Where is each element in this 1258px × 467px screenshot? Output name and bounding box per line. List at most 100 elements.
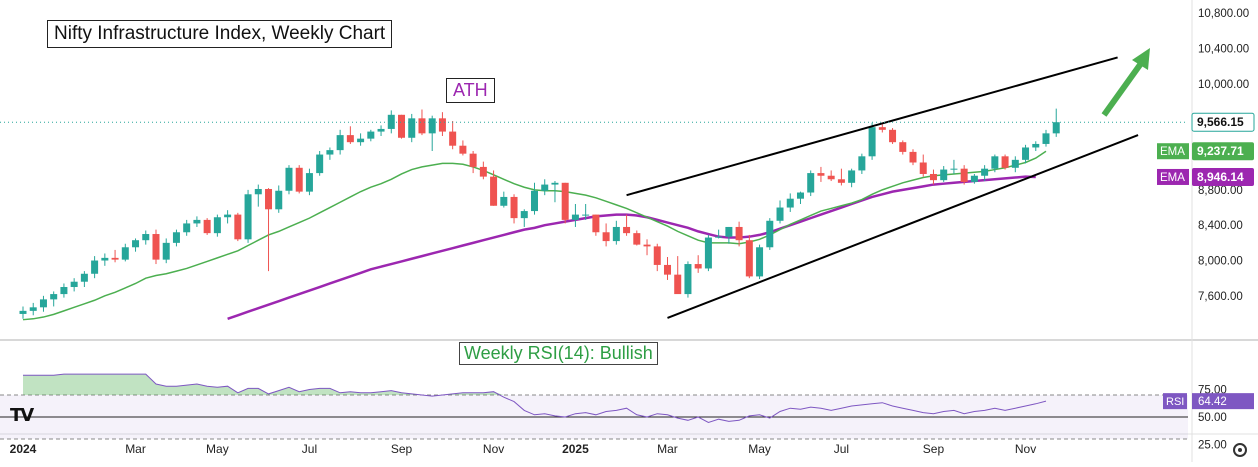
price-axis-tick: 10,000.00 <box>1198 79 1249 91</box>
candle-body <box>929 173 937 181</box>
ema-slow-value-tag-text: 8,946.14 <box>1197 170 1244 184</box>
candle-body <box>602 232 610 242</box>
candle-body <box>960 168 968 182</box>
candle-body <box>101 257 109 261</box>
candle-body <box>1011 159 1019 168</box>
candle-body <box>919 162 927 174</box>
candle-body <box>1052 122 1060 134</box>
candle-body <box>612 226 620 242</box>
candle-body <box>643 244 651 247</box>
time-axis-label: May <box>748 442 771 456</box>
last-price-tag-text: 9,566.15 <box>1197 115 1244 129</box>
time-axis-label: 2024 <box>10 442 37 456</box>
chart-title: Nifty Infrastructure Index, Weekly Chart <box>47 20 393 48</box>
candle-body <box>858 156 866 171</box>
candle-body <box>60 287 68 295</box>
candle-body <box>111 257 119 260</box>
candle-body <box>305 173 313 192</box>
last-price-tag <box>1191 112 1255 132</box>
time-axis-label: Jul <box>302 442 317 456</box>
candle-body <box>623 226 631 234</box>
candle-body <box>428 118 436 134</box>
candle-body <box>469 153 477 167</box>
rsi-axis-tick: 50.00 <box>1198 412 1227 424</box>
candle-body <box>1001 156 1009 168</box>
candle-body <box>1032 143 1040 148</box>
rsi-annotation: Weekly RSI(14): Bullish <box>459 342 658 365</box>
candle-body <box>868 127 876 157</box>
candle-body <box>786 198 794 208</box>
upper-channel-line <box>626 56 1118 197</box>
time-axis-label: Mar <box>125 442 146 456</box>
rsi-tag-label <box>1163 393 1187 410</box>
candle-body <box>275 190 283 210</box>
candle-body <box>121 247 129 260</box>
candle-body <box>1022 147 1030 160</box>
candle-body <box>827 175 835 180</box>
candle-body <box>878 127 886 130</box>
candle-body <box>336 135 344 151</box>
rsi-tag-text: RSI <box>1166 396 1184 408</box>
candle-body <box>817 173 825 176</box>
time-axis-label: Mar <box>657 442 678 456</box>
candle-body <box>889 129 897 143</box>
candle-body <box>551 182 559 185</box>
candle-body <box>909 151 917 163</box>
candle-body <box>776 207 784 221</box>
time-axis-label: Nov <box>1015 442 1036 456</box>
candle-body <box>449 131 457 146</box>
candle-body <box>213 217 221 234</box>
candle-body <box>848 170 856 183</box>
candle-body <box>899 142 907 152</box>
candle-body <box>725 226 733 237</box>
rsi-axis-tick: 25.00 <box>1198 440 1227 452</box>
ema-fast-label-tag <box>1157 143 1189 160</box>
candle-body <box>745 240 753 277</box>
candle-body <box>265 188 273 210</box>
candle-body <box>29 307 37 311</box>
time-axis-label: Jul <box>834 442 849 456</box>
candle-body <box>981 168 989 176</box>
settings-gear-center <box>1238 448 1242 452</box>
candle-body <box>541 184 549 191</box>
candle-body <box>837 179 845 183</box>
trend-arrow-head-icon <box>1132 48 1150 70</box>
ema-fast-value-tag <box>1192 142 1254 161</box>
candle-body <box>674 274 682 295</box>
candle-body <box>91 260 99 274</box>
candle-body <box>807 173 815 193</box>
candle-body <box>756 247 764 277</box>
candle-body <box>500 196 508 206</box>
candle-body <box>991 156 999 169</box>
candle-body <box>367 131 375 139</box>
candle-body <box>254 188 262 195</box>
candle-body <box>295 167 303 192</box>
price-axis-tick: 10,800.00 <box>1198 8 1249 20</box>
ema-slow-label-text: EMA <box>1160 172 1185 184</box>
candle-body <box>357 138 365 143</box>
candle-body <box>183 223 191 233</box>
candle-body <box>735 226 743 241</box>
candle-body <box>704 237 712 269</box>
candle-body <box>203 219 211 234</box>
candle-body <box>663 264 671 275</box>
candle-body <box>684 264 692 295</box>
price-axis-tick: 8,400.00 <box>1198 220 1243 232</box>
candle-body <box>592 214 600 233</box>
ema-fast-label-text: EMA <box>1160 146 1185 158</box>
candle-body <box>234 214 242 240</box>
candle-body <box>19 310 27 314</box>
candle-body <box>408 118 416 138</box>
candle-body <box>142 234 150 241</box>
rsi-line <box>23 373 1047 424</box>
rsi-value-tag <box>1192 393 1254 410</box>
price-axis-tick: 8,000.00 <box>1198 256 1243 268</box>
candle-body <box>193 219 201 224</box>
candle-body <box>479 166 487 177</box>
candle-body <box>418 118 426 134</box>
candle-body <box>796 192 804 199</box>
candle-body <box>571 214 579 220</box>
candle-body <box>970 175 978 182</box>
